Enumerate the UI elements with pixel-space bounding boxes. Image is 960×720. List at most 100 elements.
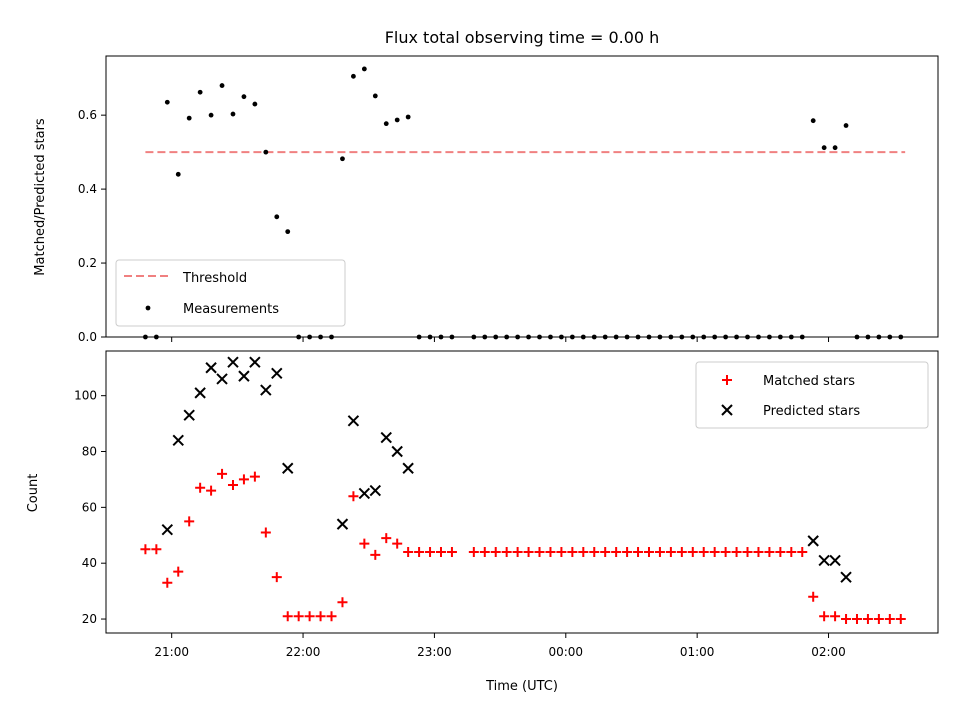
- predicted-star-point: [227, 356, 239, 368]
- matched-star-point: [501, 547, 512, 558]
- predicted-star-point: [829, 554, 841, 567]
- measurement-point: [164, 99, 170, 105]
- top-legend-box: [115, 259, 346, 327]
- legend-measurements-swatch: [145, 305, 151, 311]
- bottom-y-tick-label: 100: [74, 389, 97, 403]
- matched-star-point: [589, 547, 600, 558]
- matched-star-point: [862, 614, 873, 625]
- matched-star-point: [238, 474, 249, 485]
- bottom-axes-frame: [105, 350, 939, 634]
- measurement-point: [405, 114, 411, 120]
- matched-star-point: [643, 547, 654, 558]
- top-axes-frame: [105, 55, 939, 338]
- legend-matched-swatch: [722, 375, 732, 385]
- measurement-point: [361, 66, 367, 72]
- measurement-point: [197, 89, 203, 95]
- bottom-legend-box: [695, 361, 929, 429]
- x-tick-label: 22:00: [286, 645, 321, 659]
- bottom-y-axis-label: Count: [26, 474, 41, 513]
- predicted-star-point: [347, 415, 360, 427]
- measurement-point: [340, 156, 345, 162]
- matched-star-point: [545, 547, 556, 558]
- legend-threshold-label: Threshold: [182, 271, 247, 286]
- measurement-point: [208, 112, 214, 118]
- matched-star-point: [227, 480, 238, 491]
- top-y-axis-label: Matched/Predicted stars: [33, 118, 48, 276]
- matched-star-point: [830, 611, 841, 622]
- matched-star-point: [654, 547, 665, 558]
- ratio-panel: Flux total observing time = 0.00 h Match…: [33, 28, 939, 344]
- matched-star-point: [687, 547, 698, 558]
- bottom-marks-layer: [140, 356, 906, 625]
- predicted-star-point: [205, 362, 217, 374]
- measurement-point: [285, 229, 291, 235]
- matched-star-point: [665, 547, 676, 558]
- matched-star-point: [425, 547, 436, 558]
- matched-star-point: [282, 611, 293, 622]
- matched-star-point: [151, 544, 162, 555]
- measurement-point: [383, 121, 389, 127]
- predicted-star-point: [172, 434, 184, 447]
- x-tick-label: 01:00: [680, 645, 715, 659]
- matched-star-point: [523, 547, 534, 558]
- matched-star-point: [676, 547, 687, 558]
- measurement-point: [810, 118, 816, 124]
- predicted-star-point: [194, 387, 206, 399]
- predicted-star-point: [271, 367, 283, 380]
- measurement-point: [252, 101, 258, 107]
- top-y-tick-label: 0.6: [78, 108, 97, 122]
- measurement-point: [394, 117, 400, 123]
- matched-star-point: [392, 538, 403, 549]
- bottom-y-tick-label: 40: [82, 556, 97, 570]
- measurement-point: [372, 93, 378, 99]
- matched-star-point: [720, 547, 731, 558]
- matched-star-point: [348, 491, 359, 502]
- matched-star-point: [370, 549, 381, 560]
- matched-star-point: [403, 547, 414, 558]
- matched-star-point: [841, 614, 852, 625]
- predicted-star-point: [391, 445, 403, 458]
- matched-star-point: [206, 485, 217, 496]
- matched-star-point: [556, 547, 567, 558]
- measurement-point: [263, 149, 269, 155]
- bottom-legend: Matched stars Predicted stars: [695, 361, 929, 429]
- predicted-star-point: [260, 384, 272, 396]
- predicted-star-point: [402, 462, 414, 474]
- top-axes-layer: 0.0 0.2 0.4 0.6: [78, 108, 830, 344]
- measurement-point: [241, 94, 247, 100]
- measurement-point: [843, 123, 849, 128]
- matched-star-point: [315, 611, 326, 622]
- matched-star-point: [895, 614, 906, 625]
- bottom-axes-layer: 21:00 22:00 23:00 00:00 01:00 02:00 20 40 60 80 10…: [74, 389, 846, 659]
- bottom-y-tick-label: 20: [82, 612, 97, 626]
- matched-star-point: [742, 547, 753, 558]
- matched-star-point: [567, 547, 578, 558]
- top-y-tick-label: 0.2: [78, 256, 97, 270]
- predicted-star-point: [238, 370, 250, 382]
- measurement-point: [219, 83, 225, 88]
- predicted-star-point: [249, 356, 261, 368]
- matched-star-point: [173, 566, 184, 577]
- matched-star-point: [184, 516, 195, 527]
- legend-measurements-label: Measurements: [183, 302, 279, 317]
- matched-star-point: [195, 482, 206, 493]
- matched-star-point: [162, 577, 173, 588]
- matched-star-point: [359, 538, 370, 549]
- x-tick-label: 02:00: [811, 645, 846, 659]
- legend-predicted-label: Predicted stars: [763, 404, 860, 419]
- measurement-point: [186, 115, 192, 121]
- matched-star-point: [764, 547, 775, 558]
- x-tick-label: 00:00: [548, 645, 583, 659]
- matched-star-point: [293, 611, 304, 622]
- matched-star-point: [490, 547, 501, 558]
- x-tick-label: 23:00: [417, 645, 452, 659]
- measurement-point: [230, 111, 236, 117]
- legend-matched-label: Matched stars: [763, 374, 855, 389]
- measurement-point: [274, 214, 280, 220]
- predicted-star-point: [282, 462, 294, 474]
- matched-star-point: [786, 547, 797, 558]
- matched-star-point: [271, 572, 282, 583]
- predicted-star-point: [840, 571, 852, 583]
- top-y-tick-label: 0.0: [78, 330, 97, 344]
